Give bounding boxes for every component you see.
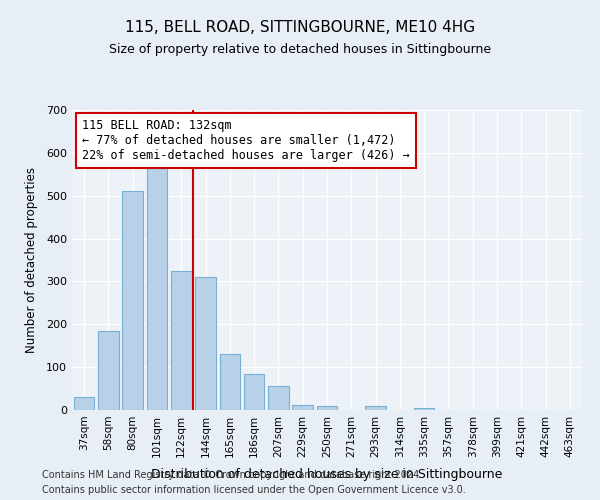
Bar bbox=[244, 374, 265, 410]
Y-axis label: Number of detached properties: Number of detached properties bbox=[25, 167, 38, 353]
Bar bbox=[414, 408, 434, 410]
Bar bbox=[98, 330, 119, 410]
Bar bbox=[317, 406, 337, 410]
Text: 115, BELL ROAD, SITTINGBOURNE, ME10 4HG: 115, BELL ROAD, SITTINGBOURNE, ME10 4HG bbox=[125, 20, 475, 35]
Text: Contains HM Land Registry data © Crown copyright and database right 2024.: Contains HM Land Registry data © Crown c… bbox=[42, 470, 422, 480]
Bar bbox=[220, 354, 240, 410]
Bar bbox=[268, 386, 289, 410]
Bar bbox=[195, 277, 216, 410]
X-axis label: Distribution of detached houses by size in Sittingbourne: Distribution of detached houses by size … bbox=[151, 468, 503, 481]
Bar bbox=[171, 270, 191, 410]
Bar bbox=[122, 192, 143, 410]
Bar bbox=[292, 405, 313, 410]
Text: 115 BELL ROAD: 132sqm
← 77% of detached houses are smaller (1,472)
22% of semi-d: 115 BELL ROAD: 132sqm ← 77% of detached … bbox=[82, 119, 410, 162]
Text: Contains public sector information licensed under the Open Government Licence v3: Contains public sector information licen… bbox=[42, 485, 466, 495]
Bar bbox=[74, 397, 94, 410]
Bar bbox=[365, 406, 386, 410]
Bar bbox=[146, 168, 167, 410]
Text: Size of property relative to detached houses in Sittingbourne: Size of property relative to detached ho… bbox=[109, 42, 491, 56]
